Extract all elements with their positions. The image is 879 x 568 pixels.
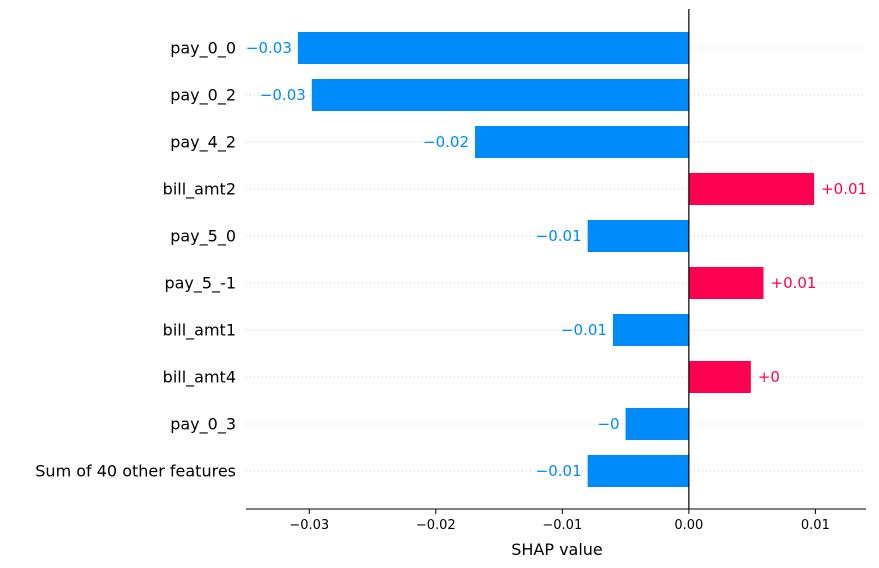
x-tick-label: 0.01 [801, 518, 830, 533]
bar-pay-4-2 [475, 126, 689, 158]
bar-bill-amt2 [688, 173, 815, 205]
value-label: +0.01 [771, 274, 817, 292]
feature-label: pay_0_3 [170, 415, 236, 435]
bar-pay-0-3 [625, 408, 689, 440]
value-label: −0.01 [561, 321, 607, 339]
value-label: −0.03 [246, 39, 292, 57]
value-label: −0 [597, 415, 619, 433]
row-guides [246, 47, 866, 472]
bar-pay-0-0 [297, 32, 689, 64]
bar-bill-amt1 [612, 314, 689, 346]
value-label: +0.01 [821, 180, 867, 198]
bar-bill-amt4 [688, 361, 751, 393]
value-label: −0.02 [423, 133, 469, 151]
x-tick-label: −0.02 [416, 518, 456, 533]
bar-pay-5-1 [688, 267, 764, 299]
x-tick-label: 0.00 [674, 518, 703, 533]
value-label: +0 [758, 368, 780, 386]
bar-pay-5-0 [587, 220, 689, 252]
feature-label: pay_4_2 [170, 133, 236, 153]
feature-label: pay_0_0 [170, 39, 236, 59]
value-label: −0.01 [536, 227, 582, 245]
value-label: −0.03 [260, 86, 306, 104]
x-tick-label: −0.03 [289, 518, 329, 533]
bars [297, 32, 815, 487]
feature-label: pay_0_2 [170, 86, 236, 106]
feature-label: bill_amt4 [163, 368, 236, 388]
x-axis-ticks: −0.03 −0.02 −0.01 0.00 0.01 [289, 509, 830, 533]
feature-label: pay_5_-1 [164, 274, 236, 294]
labels: pay_0_0 −0.03 pay_0_2 −0.03 pay_4_2 −0.02 bill… [35, 39, 867, 481]
bar-pay-0-2 [311, 79, 689, 111]
x-axis-title: SHAP value [511, 540, 603, 559]
feature-label: Sum of 40 other features [35, 462, 236, 481]
feature-label: bill_amt2 [163, 180, 236, 200]
feature-label: bill_amt1 [163, 321, 236, 341]
x-tick-label: −0.01 [542, 518, 582, 533]
feature-label: pay_5_0 [170, 227, 236, 247]
value-label: −0.01 [536, 462, 582, 480]
bar-sum-of-40-other-features [587, 455, 689, 487]
